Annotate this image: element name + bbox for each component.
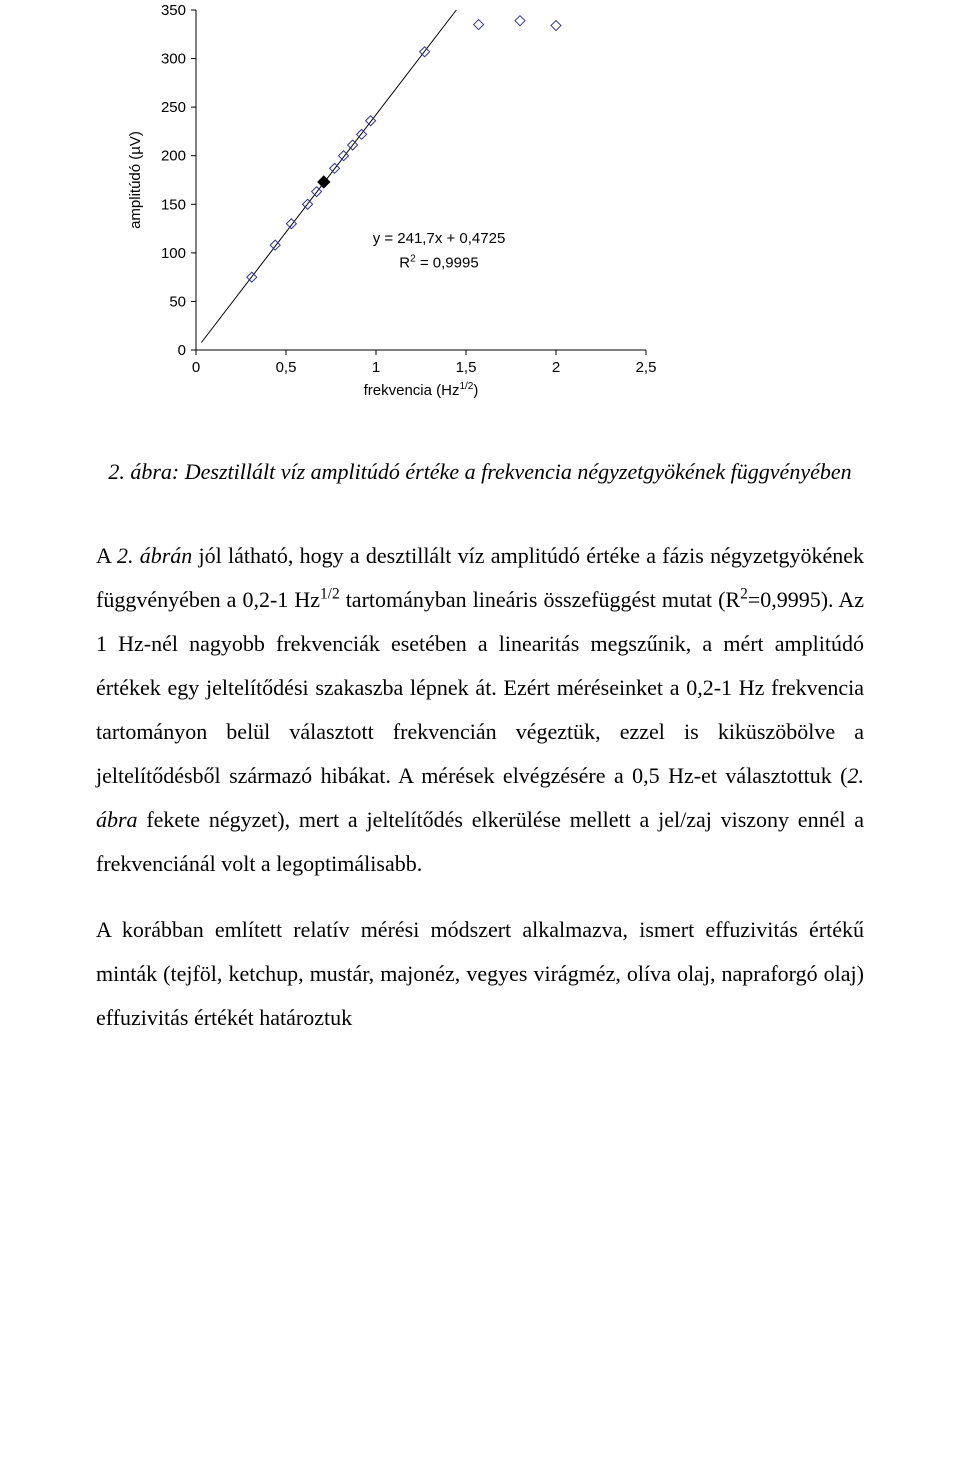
svg-text:R2 = 0,9995: R2 = 0,9995: [399, 253, 478, 271]
svg-text:amplitúdó (µV): amplitúdó (µV): [127, 131, 144, 229]
p1-figref: 2. ábrán: [117, 543, 192, 568]
caption-body: Desztillált víz amplitúdó értéke a frekv…: [179, 459, 851, 484]
svg-text:2,5: 2,5: [636, 359, 657, 376]
paragraph-2: A korábban említett relatív mérési módsz…: [96, 908, 864, 1040]
scatter-chart: 0 0,5 1 1,5 2 2,5 0 50 100 150 200 250 300 350 frekven…: [116, 0, 666, 420]
svg-text:0: 0: [192, 359, 200, 376]
figure-caption: 2. ábra: Desztillált víz amplitúdó érték…: [96, 450, 864, 494]
svg-text:250: 250: [161, 99, 186, 116]
svg-text:50: 50: [169, 293, 186, 310]
svg-text:300: 300: [161, 51, 186, 68]
svg-text:150: 150: [161, 196, 186, 213]
svg-text:100: 100: [161, 245, 186, 262]
svg-text:frekvencia (Hz1/2): frekvencia (Hz1/2): [364, 381, 479, 399]
svg-text:y = 241,7x + 0,4725: y = 241,7x + 0,4725: [373, 230, 506, 247]
body-text: A 2. ábrán jól látható, hogy a desztillá…: [96, 534, 864, 1040]
svg-text:200: 200: [161, 148, 186, 165]
p1-e: =0,9995). Az 1 Hz-nél nagyobb frekvenciá…: [96, 587, 864, 788]
p1-g: fekete négyzet), mert a jeltelítődés elk…: [96, 807, 864, 876]
chart-container: 0 0,5 1 1,5 2 2,5 0 50 100 150 200 250 300 350 frekven…: [116, 0, 864, 420]
paragraph-1: A 2. ábrán jól látható, hogy a desztillá…: [96, 534, 864, 886]
p1-sup1: 1/2: [320, 586, 340, 603]
svg-text:1,5: 1,5: [456, 359, 477, 376]
caption-prefix: 2. ábra:: [108, 459, 179, 484]
p1-sup2: 2: [740, 586, 748, 603]
svg-text:350: 350: [161, 2, 186, 19]
svg-text:0: 0: [178, 342, 186, 359]
svg-text:2: 2: [552, 359, 560, 376]
p1-a: A: [96, 543, 117, 568]
svg-text:1: 1: [372, 359, 380, 376]
svg-text:0,5: 0,5: [276, 359, 297, 376]
p1-d: tartományban lineáris összefüggést mutat…: [340, 587, 740, 612]
